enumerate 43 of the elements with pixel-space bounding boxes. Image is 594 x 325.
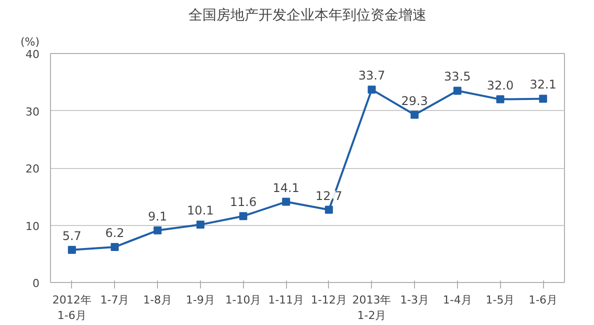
data-label: 29.3 <box>401 94 428 108</box>
data-label: 11.6 <box>230 195 257 210</box>
x-tick-label: 1-5月 <box>486 294 515 306</box>
y-tick-label: 20 <box>26 162 40 176</box>
x-tick-label: 1-6月 <box>528 294 558 306</box>
x-tick-label: 1-9月 <box>186 294 215 306</box>
x-tick-label: 1-8月 <box>143 294 172 306</box>
x-tick-label: 2012年 1-6月 <box>52 294 92 322</box>
point <box>496 95 504 104</box>
point <box>539 94 548 103</box>
x-tick-label: 1-4月 <box>442 294 472 306</box>
y-axis-title: (%) <box>20 36 40 48</box>
data-label: 33.7 <box>358 68 386 83</box>
point <box>196 220 204 229</box>
data-label: 32.1 <box>530 78 556 92</box>
data-label: 32.0 <box>486 78 514 92</box>
y-tick-label: 40 <box>26 48 40 61</box>
point <box>110 243 119 252</box>
data-label: 12.7 <box>316 188 342 203</box>
point <box>410 110 419 119</box>
data-label: 9.1 <box>148 209 168 224</box>
chart-title: 全国房地产开发企业本年到位资金增速 <box>188 8 426 24</box>
y-tick-label: 0 <box>32 277 40 290</box>
data-label: 5.7 <box>62 228 82 243</box>
data-label: 10.1 <box>187 204 214 218</box>
point <box>368 86 376 94</box>
x-tick-label: 1-10月 <box>225 294 262 306</box>
data-label: 14.1 <box>272 180 300 195</box>
data-label: 33.5 <box>444 70 471 84</box>
point <box>68 246 76 254</box>
y-tick-label: 10 <box>26 220 40 233</box>
y-tick-label: 30 <box>26 105 40 118</box>
x-tick-label: 1-12月 <box>310 294 347 306</box>
point <box>453 86 462 95</box>
x-tick-label: 1-3月 <box>400 294 430 306</box>
x-tick-label: 1-11月 <box>268 294 304 306</box>
point <box>282 198 290 206</box>
point <box>239 212 248 220</box>
x-tick-label: 2013年 1-2月 <box>352 294 392 322</box>
point <box>324 206 333 214</box>
x-tick-label: 1-7月 <box>100 294 130 306</box>
data-label: 6.2 <box>105 226 124 240</box>
point <box>154 226 162 234</box>
